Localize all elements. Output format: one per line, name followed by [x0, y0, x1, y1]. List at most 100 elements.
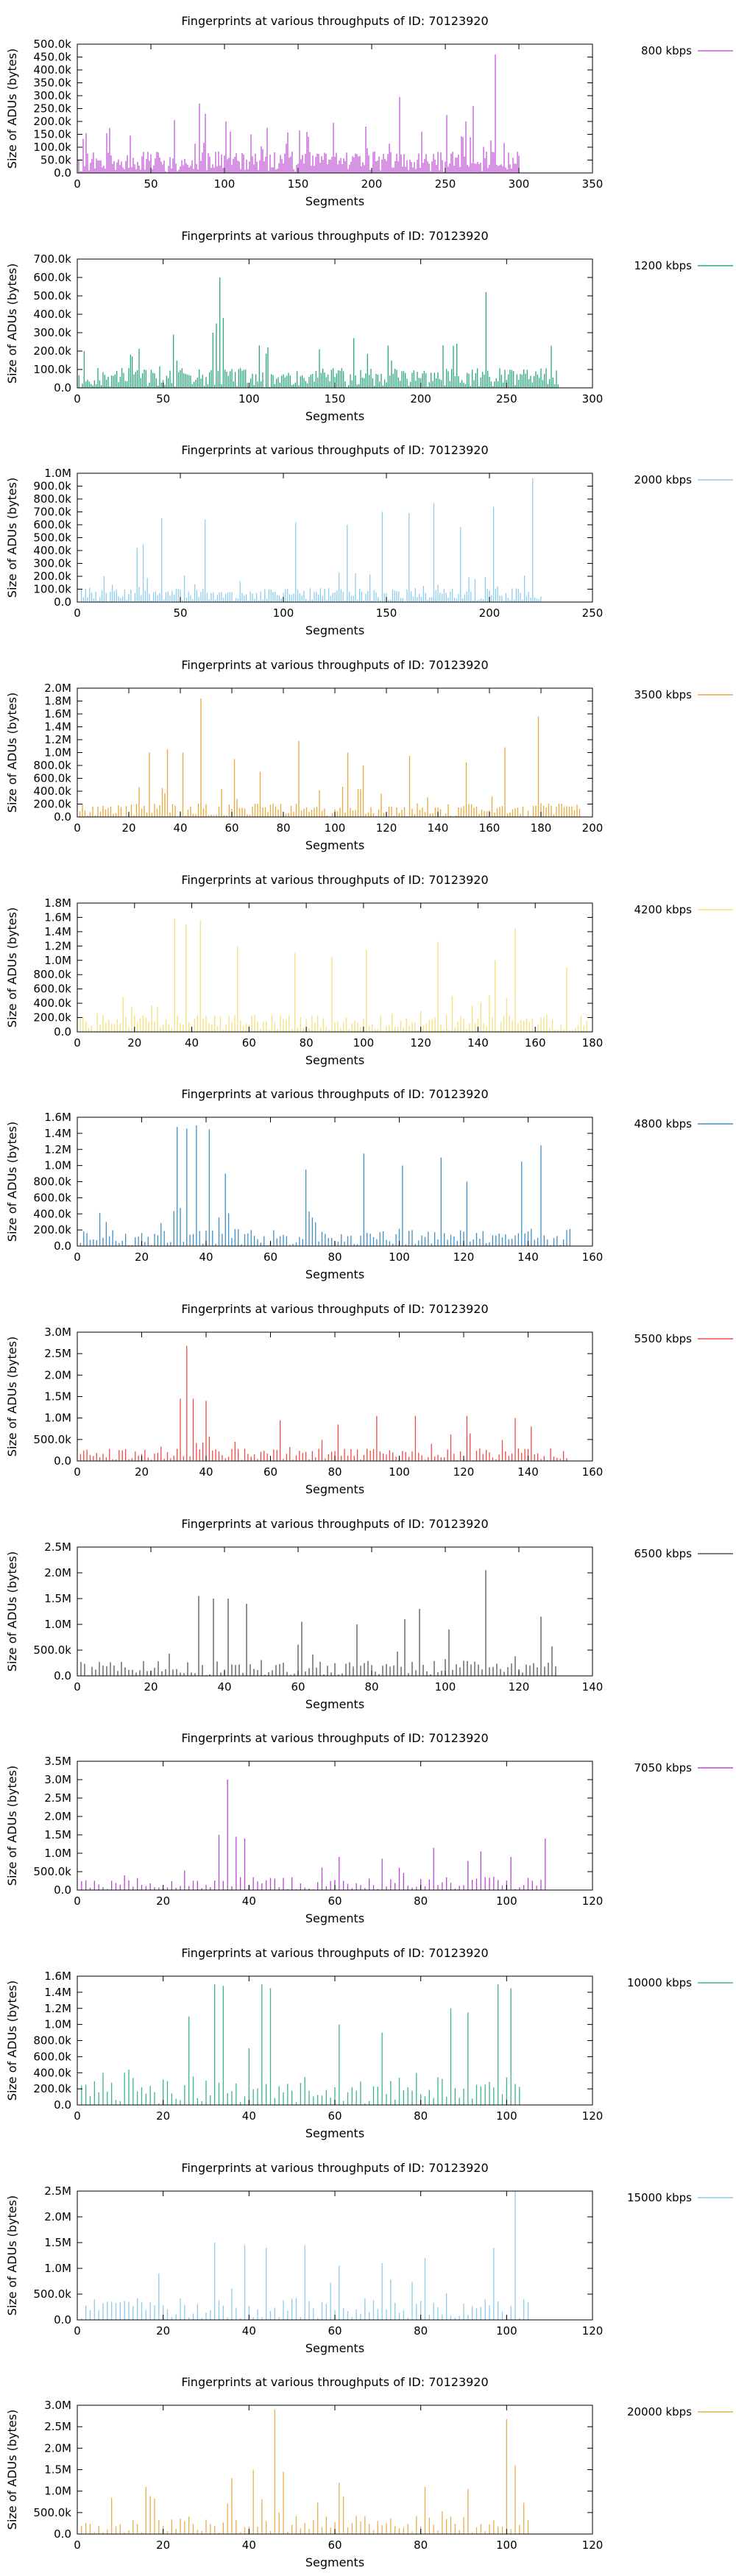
x-tick-label: 40 [242, 2538, 256, 2552]
y-tick-label: 0.0 [54, 2313, 71, 2326]
y-axis-label: Size of ADUs (bytes) [5, 1122, 19, 1242]
bar-series [78, 54, 520, 173]
bar-series [81, 1984, 520, 2105]
x-axis-label: Segments [305, 409, 364, 423]
x-tick-label: 160 [479, 821, 500, 835]
x-tick-label: 60 [242, 1036, 256, 1050]
y-tick-label: 250.0k [33, 102, 71, 116]
x-tick-label: 0 [74, 1894, 81, 1908]
chart-panel: Fingerprints at various throughputs of I… [0, 215, 736, 430]
x-tick-label: 20 [144, 1680, 158, 1694]
x-tick-label: 160 [582, 1465, 604, 1479]
y-tick-label: 1.5M [44, 2463, 71, 2477]
y-tick-label: 400.0k [33, 997, 71, 1010]
y-tick-label: 400.0k [33, 785, 71, 798]
bar-series [78, 277, 559, 388]
y-tick-label: 400.0k [33, 63, 71, 77]
x-tick-label: 0 [74, 606, 81, 620]
y-tick-label: 1.0M [44, 746, 71, 760]
y-tick-label: 1.0M [44, 1159, 71, 1172]
x-tick-label: 80 [414, 2538, 428, 2552]
x-tick-label: 80 [328, 1465, 342, 1479]
y-tick-label: 1.0M [44, 1412, 71, 1425]
plot-frame [77, 1117, 593, 1247]
x-tick-label: 120 [582, 2538, 604, 2552]
x-tick-label: 150 [376, 606, 397, 620]
x-tick-label: 100 [435, 1680, 456, 1694]
y-tick-label: 500.0k [33, 38, 71, 51]
y-tick-label: 600.0k [33, 772, 71, 785]
legend-label: 6500 kbps [634, 1547, 693, 1560]
y-axis-label: Size of ADUs (bytes) [5, 907, 19, 1027]
x-tick-label: 40 [199, 1465, 213, 1479]
x-tick-label: 120 [453, 1250, 475, 1264]
y-axis-label: Size of ADUs (bytes) [5, 2410, 19, 2530]
fingerprint-chart: Fingerprints at various throughputs of I… [5, 1302, 733, 1496]
x-tick-label: 300 [509, 177, 530, 191]
x-tick-label: 60 [328, 1894, 342, 1908]
x-tick-label: 180 [582, 1036, 604, 1050]
y-tick-label: 1.2M [44, 1143, 71, 1156]
legend-label: 2000 kbps [634, 473, 693, 486]
y-tick-label: 0.0 [54, 1454, 71, 1468]
x-tick-label: 350 [582, 177, 604, 191]
x-tick-label: 60 [291, 1680, 305, 1694]
chart-panel: Fingerprints at various throughputs of I… [0, 644, 736, 859]
chart-panel: Fingerprints at various throughputs of I… [0, 1503, 736, 1718]
x-tick-label: 0 [74, 392, 81, 406]
y-tick-label: 200.0k [33, 2082, 71, 2095]
x-axis-label: Segments [305, 1697, 364, 1711]
y-tick-label: 300.0k [33, 557, 71, 570]
chart-title: Fingerprints at various throughputs of I… [181, 229, 488, 243]
x-axis-label: Segments [305, 2126, 364, 2140]
y-tick-label: 800.0k [33, 1175, 71, 1189]
y-tick-label: 200.0k [33, 798, 71, 811]
x-tick-label: 60 [328, 2324, 342, 2338]
x-tick-label: 0 [74, 1680, 81, 1694]
fingerprint-chart: Fingerprints at various throughputs of I… [5, 1731, 733, 1925]
y-tick-label: 200.0k [33, 1223, 71, 1236]
chart-title: Fingerprints at various throughputs of I… [181, 14, 488, 28]
plot-frame [77, 1546, 593, 1677]
y-tick-label: 1.0M [44, 1847, 71, 1860]
chart-title: Fingerprints at various throughputs of I… [181, 1946, 488, 1960]
y-tick-label: 500.0k [33, 1433, 71, 1446]
y-tick-label: 700.0k [33, 252, 71, 266]
legend-label: 4800 kbps [634, 1117, 693, 1130]
x-tick-label: 100 [273, 606, 294, 620]
x-tick-label: 100 [496, 2538, 517, 2552]
fingerprint-chart: Fingerprints at various throughputs of I… [5, 2161, 733, 2355]
x-tick-label: 0 [74, 177, 81, 191]
y-tick-label: 2.5M [44, 1791, 71, 1805]
fingerprint-chart: Fingerprints at various throughputs of I… [5, 443, 733, 637]
fingerprint-chart: Fingerprints at various throughputs of I… [5, 1517, 733, 1711]
x-tick-label: 0 [74, 821, 81, 835]
y-tick-label: 1.5M [44, 1390, 71, 1404]
x-axis-label: Segments [305, 2341, 364, 2355]
y-tick-label: 350.0k [33, 77, 71, 90]
bar-series [81, 2410, 529, 2535]
y-tick-label: 400.0k [33, 2066, 71, 2079]
y-axis-label: Size of ADUs (bytes) [5, 478, 19, 598]
y-tick-label: 2.0M [44, 1810, 71, 1823]
fingerprint-chart: Fingerprints at various throughputs of I… [5, 2375, 733, 2569]
y-tick-label: 200.0k [33, 115, 71, 128]
y-tick-label: 1.5M [44, 2236, 71, 2249]
y-tick-label: 2.5M [44, 1540, 71, 1554]
bar-series [79, 1125, 571, 1247]
chart-panel: Fingerprints at various throughputs of I… [0, 1288, 736, 1503]
y-tick-label: 1.4M [44, 721, 71, 734]
x-tick-label: 20 [156, 1894, 170, 1908]
y-tick-label: 1.0M [44, 2485, 71, 2498]
y-tick-label: 500.0k [33, 2287, 71, 2301]
x-tick-label: 50 [173, 606, 187, 620]
chart-title: Fingerprints at various throughputs of I… [181, 1087, 488, 1101]
x-tick-label: 200 [582, 821, 604, 835]
y-tick-label: 150.0k [33, 128, 71, 141]
chart-title: Fingerprints at various throughputs of I… [181, 1731, 488, 1745]
y-tick-label: 700.0k [33, 506, 71, 519]
x-tick-label: 140 [517, 1465, 539, 1479]
x-tick-label: 0 [74, 2538, 81, 2552]
y-tick-label: 500.0k [33, 1643, 71, 1657]
y-tick-label: 800.0k [33, 968, 71, 981]
